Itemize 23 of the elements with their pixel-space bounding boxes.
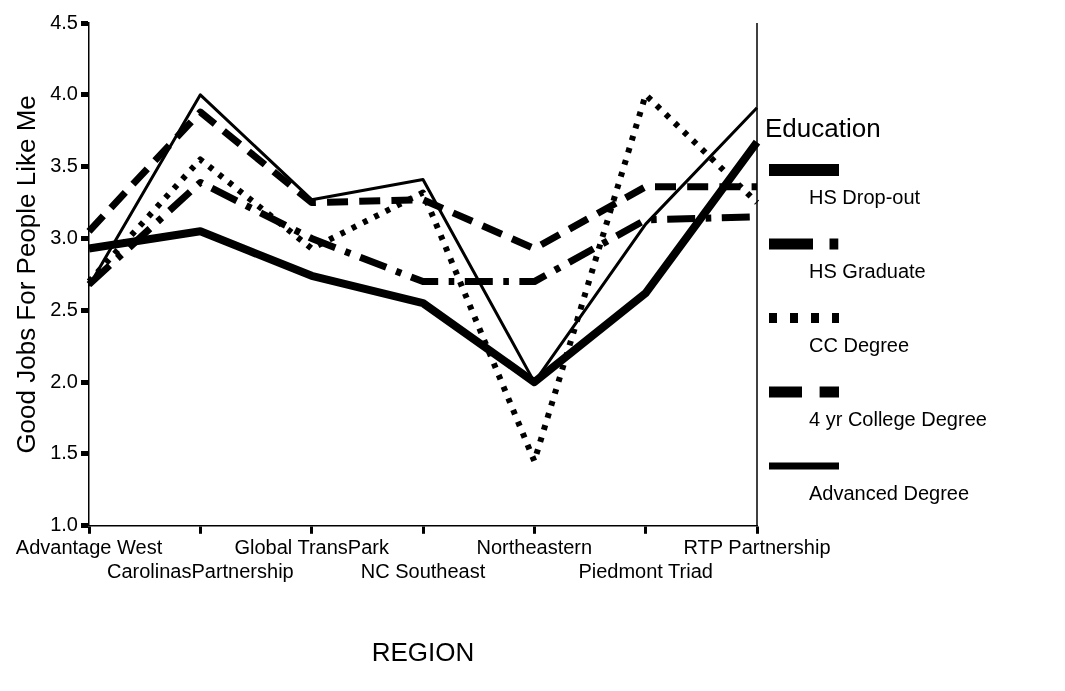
y-tick-label: 3.5	[50, 154, 78, 177]
legend-label: 4 yr College Degree	[809, 407, 987, 430]
legend-label: HS Drop-out	[809, 185, 921, 208]
y-tick-label: 1.0	[50, 513, 78, 536]
y-tick-label: 1.5	[50, 441, 78, 464]
legend-label: Advanced Degree	[809, 481, 970, 504]
x-tick-label: Global TransPark	[234, 536, 390, 559]
x-tick-label: NC Southeast	[360, 560, 486, 583]
y-tick-label: 4.0	[50, 82, 78, 105]
y-tick-label: 3.0	[50, 226, 78, 248]
y-axis-title: Good Jobs For People Like Me	[10, 95, 41, 454]
legend-label: CC Degree	[809, 333, 910, 356]
x-tick-label: RTP Partnership	[683, 536, 831, 559]
y-tick-label: 2.0	[50, 369, 78, 392]
x-tick-label: Advantage West	[15, 536, 163, 559]
x-tick-label: CarolinasPartnership	[106, 560, 294, 583]
y-tick-label: 2.5	[50, 297, 78, 320]
x-tick-label: Northeastern	[476, 536, 593, 559]
x-axis-title: REGION	[371, 636, 475, 667]
legend-label: HS Graduate	[809, 259, 926, 282]
legend-title: Education	[765, 113, 881, 144]
y-tick-label: 4.5	[50, 10, 78, 33]
x-tick-label: Piedmont Triad	[578, 560, 713, 583]
